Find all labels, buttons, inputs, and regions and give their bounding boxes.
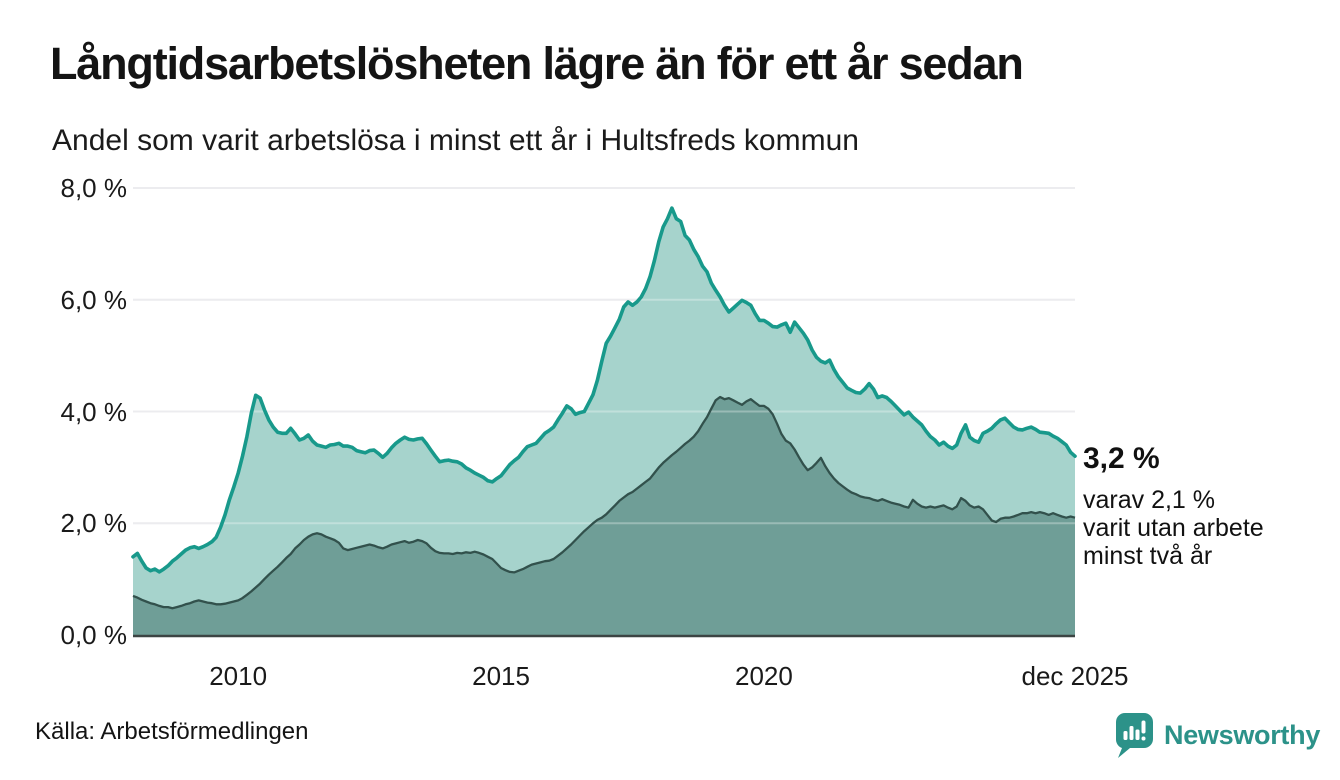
- line-min-two-years: [132, 395, 1076, 610]
- end-value-detail: varav 2,1 % varit utan arbete minst två …: [1083, 486, 1323, 570]
- x-tick-label: dec 2025: [1021, 661, 1129, 691]
- newsworthy-logo[interactable]: Newsworthy: [1113, 711, 1320, 759]
- y-tick-label: 4,0 %: [60, 396, 128, 427]
- y-tick-label: 6,0 %: [60, 284, 128, 315]
- end-value-annotation: 3,2 % varav 2,1 % varit utan arbete mins…: [1083, 442, 1323, 570]
- y-tick-label: 0,0 %: [60, 620, 128, 650]
- chart-subtitle: Andel som varit arbetslösa i minst ett å…: [52, 124, 859, 157]
- end-value-label: 3,2 %: [1083, 442, 1160, 475]
- x-tick-label: 2020: [734, 661, 793, 691]
- source-attribution: Källa: Arbetsförmedlingen: [35, 718, 309, 745]
- annotation-line: varav 2,1 %: [1083, 486, 1216, 514]
- page-title: Långtidsarbetslösheten lägre än för ett …: [50, 38, 1024, 89]
- newsworthy-bubble-chart-icon: [1116, 713, 1153, 758]
- newsworthy-wordmark: Newsworthy: [1164, 719, 1321, 750]
- x-tick-label: 2010: [209, 661, 268, 691]
- x-tick-label: 2015: [472, 661, 530, 691]
- line-min-one-year: [131, 206, 1077, 574]
- y-tick-label: 2,0 %: [60, 508, 128, 539]
- annotation-line: minst två år: [1083, 542, 1213, 570]
- y-tick-label: 8,0 %: [60, 173, 128, 203]
- annotation-line: varit utan arbete: [1083, 514, 1264, 542]
- gridline-overlay: [133, 187, 1075, 525]
